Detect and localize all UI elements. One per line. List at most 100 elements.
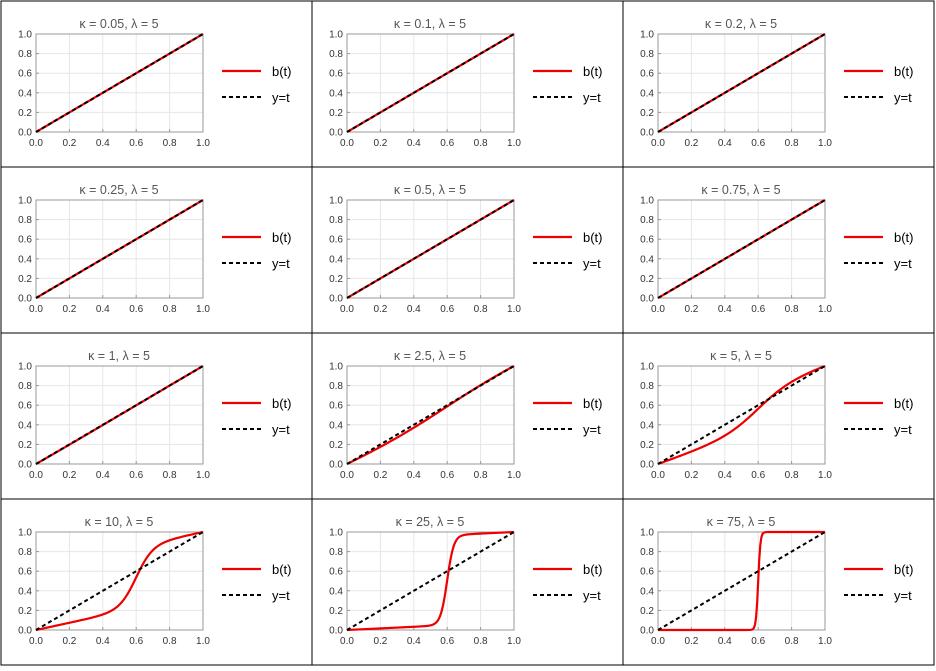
x-tick-label: 0.8 xyxy=(163,470,177,481)
y-tick-label: 1.0 xyxy=(18,196,32,207)
legend-label-identity: y=t xyxy=(583,256,601,271)
x-tick-label: 0.2 xyxy=(62,138,76,149)
y-tick-label: 1.0 xyxy=(18,30,32,41)
y-tick-label: 0.4 xyxy=(18,586,32,597)
y-tick-label: 0.8 xyxy=(329,381,343,392)
x-tick-label: 0.0 xyxy=(340,636,354,647)
chart-title: κ = 25, λ = 5 xyxy=(396,515,465,529)
x-tick-label: 0.4 xyxy=(407,138,421,149)
y-tick-label: 0.4 xyxy=(329,586,343,597)
legend-label-identity: y=t xyxy=(272,422,290,437)
legend-label-b: b(t) xyxy=(583,562,603,577)
legend-label-b: b(t) xyxy=(894,64,914,79)
x-tick-label: 0.6 xyxy=(440,304,454,315)
y-tick-label: 0.4 xyxy=(640,88,654,99)
legend-label-b: b(t) xyxy=(272,562,292,577)
legend-label-identity: y=t xyxy=(894,90,912,105)
x-tick-label: 0.8 xyxy=(163,636,177,647)
x-tick-label: 0.6 xyxy=(129,304,143,315)
y-tick-label: 0.6 xyxy=(18,69,32,80)
x-tick-label: 0.0 xyxy=(340,304,354,315)
x-tick-label: 0.0 xyxy=(29,304,43,315)
identity-line xyxy=(346,199,515,299)
legend-label-b: b(t) xyxy=(272,64,292,79)
y-tick-label: 0.6 xyxy=(640,235,654,246)
y-tick-label: 0.0 xyxy=(18,626,32,637)
x-tick-label: 0.4 xyxy=(718,138,732,149)
x-tick-label: 1.0 xyxy=(196,138,210,149)
legend-label-identity: y=t xyxy=(583,422,601,437)
chart-panel: κ = 25, λ = 5 0.00.0 0.2 0.2 0.4 0.4 0.6 0.6 0.8… xyxy=(311,498,624,666)
x-tick-label: 0.0 xyxy=(651,470,665,481)
y-tick-label: 0.2 xyxy=(329,108,343,119)
y-tick-label: 0.8 xyxy=(329,547,343,558)
y-tick-label: 0.4 xyxy=(640,420,654,431)
x-tick-label: 0.8 xyxy=(785,304,799,315)
x-tick-label: 1.0 xyxy=(507,470,521,481)
y-tick-label: 0.0 xyxy=(329,128,343,139)
legend-label-b: b(t) xyxy=(583,396,603,411)
y-tick-label: 0.0 xyxy=(18,294,32,305)
x-tick-label: 0.8 xyxy=(163,304,177,315)
legend-label-identity: y=t xyxy=(894,422,912,437)
panel-border xyxy=(622,332,935,500)
chart-panel: κ = 5, λ = 5 0.00.0 0.2 0.2 0.4 0.4 0.6 0.6 0.8 0… xyxy=(622,332,935,500)
panel-border xyxy=(622,166,935,334)
y-tick-label: 0.6 xyxy=(329,235,343,246)
legend-label-identity: y=t xyxy=(272,256,290,271)
x-tick-label: 1.0 xyxy=(507,138,521,149)
y-tick-label: 0.8 xyxy=(18,49,32,60)
x-tick-label: 0.4 xyxy=(407,304,421,315)
y-tick-label: 0.8 xyxy=(18,547,32,558)
b-curve-line xyxy=(658,530,825,632)
x-tick-label: 0.6 xyxy=(751,138,765,149)
y-tick-label: 0.8 xyxy=(18,381,32,392)
x-tick-label: 0.2 xyxy=(62,304,76,315)
legend-label-identity: y=t xyxy=(583,588,601,603)
identity-line xyxy=(35,33,204,133)
y-tick-label: 0.6 xyxy=(329,69,343,80)
x-tick-label: 0.6 xyxy=(129,636,143,647)
y-tick-label: 0.0 xyxy=(640,626,654,637)
x-tick-label: 0.8 xyxy=(785,636,799,647)
chart-title: κ = 0.2, λ = 5 xyxy=(705,17,777,31)
chart-panel: κ = 0.05, λ = 5 0.00.0 0.2 0.2 0.4 0.4 0.6 0.6 0… xyxy=(0,0,313,168)
panel-border xyxy=(0,332,313,500)
y-tick-label: 1.0 xyxy=(329,362,343,373)
chart-title: κ = 0.75, λ = 5 xyxy=(701,183,780,197)
legend-label-b: b(t) xyxy=(894,396,914,411)
x-tick-label: 0.6 xyxy=(751,304,765,315)
y-tick-label: 0.4 xyxy=(329,88,343,99)
y-tick-label: 0.6 xyxy=(329,401,343,412)
y-tick-label: 0.0 xyxy=(329,626,343,637)
x-tick-label: 0.8 xyxy=(785,138,799,149)
x-tick-label: 0.6 xyxy=(440,636,454,647)
x-tick-label: 0.2 xyxy=(684,138,698,149)
identity-line xyxy=(346,531,515,631)
identity-line xyxy=(35,365,204,465)
y-tick-label: 0.2 xyxy=(640,440,654,451)
x-tick-label: 0.8 xyxy=(474,636,488,647)
x-tick-label: 0.0 xyxy=(29,138,43,149)
x-tick-label: 0.6 xyxy=(440,138,454,149)
plot-frame xyxy=(346,531,515,631)
plot-frame xyxy=(346,199,515,299)
panel-border xyxy=(622,0,935,168)
y-tick-label: 1.0 xyxy=(640,528,654,539)
y-tick-label: 1.0 xyxy=(329,30,343,41)
y-tick-label: 0.4 xyxy=(18,420,32,431)
y-tick-label: 0.8 xyxy=(640,215,654,226)
identity-line xyxy=(35,199,204,299)
identity-line xyxy=(657,365,826,465)
x-tick-label: 0.8 xyxy=(474,138,488,149)
panel-border xyxy=(311,0,624,168)
chart-panel: κ = 75, λ = 5 0.00.0 0.2 0.2 0.4 0.4 0.6 0.6 0.8… xyxy=(622,498,935,666)
plot-frame xyxy=(346,33,515,133)
plot-frame xyxy=(657,199,826,299)
legend-label-b: b(t) xyxy=(272,396,292,411)
x-tick-label: 0.6 xyxy=(440,470,454,481)
y-tick-label: 0.4 xyxy=(640,254,654,265)
y-tick-label: 0.2 xyxy=(640,108,654,119)
panel-border xyxy=(0,498,313,666)
identity-line xyxy=(35,531,204,631)
